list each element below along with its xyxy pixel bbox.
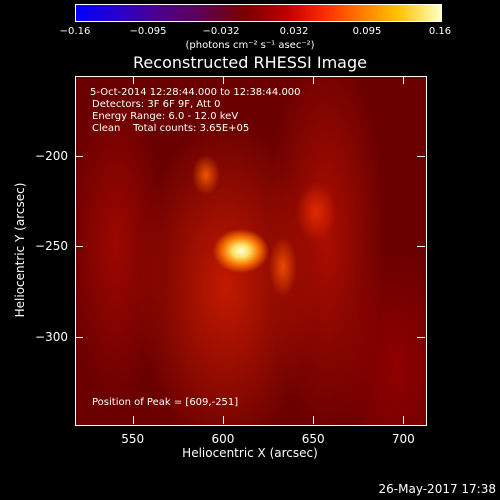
y-tick-label: −300 [35,330,68,344]
y-tick-mark [75,337,83,338]
y-tick-label: −200 [35,148,68,163]
colorbar-tick-label: −0.032 [202,26,240,37]
x-tick-mark [132,76,134,84]
colorbar-tick-label: 0.095 [352,26,382,37]
info-time: 5-Oct-2014 12:28:44.000 to 12:38:44.000 [90,87,301,98]
y-tick-mark [75,246,83,248]
x-tick-mark [403,416,405,424]
source-point [239,248,241,250]
date-stamp: 26-May-2017 17:38 [378,482,496,496]
colorbar-tick-label: −0.095 [129,26,167,37]
colorbar-tick-label: 0.16 [428,26,452,37]
source-point [281,265,283,267]
heatmap-image: 5-Oct-2014 12:28:44.000 to 12:38:44.000 … [75,76,427,426]
colorbar-tick-label: 0.032 [279,26,309,37]
info-peak: Position of Peak = [609,-251] [92,397,239,408]
info-clean: Clean Total counts: 3.65E+05 [92,123,250,134]
x-tick-mark [313,416,315,424]
x-tick-label: 550 [121,432,145,446]
colorbar-unit: (photons cm⁻² s⁻¹ asec⁻²) [185,40,315,51]
y-tick-mark [417,246,425,248]
x-tick-mark [313,76,315,84]
y-tick-mark [75,155,83,157]
source-point [313,214,315,216]
x-tick-mark [403,76,405,84]
x-tick-label: 600 [211,432,235,446]
chart-title: Reconstructed RHESSI Image [133,53,367,72]
y-tick-mark [417,337,425,338]
colorbar-tick-label: −0.16 [59,26,91,37]
y-axis-label: Heliocentric Y (arcsec) [13,182,27,318]
info-detectors: Detectors: 3F 6F 9F, Att 0 [92,99,221,110]
x-tick-mark [132,416,134,424]
x-tick-label: 650 [301,432,325,446]
info-energy: Energy Range: 6.0 - 12.0 keV [92,111,239,122]
colorbar [75,4,442,22]
x-tick-mark [222,416,224,424]
x-tick-mark [222,76,224,84]
x-tick-label: 700 [391,432,415,446]
y-tick-mark [417,155,425,157]
x-axis-label: Heliocentric X (arcsec) [182,446,318,460]
y-tick-label: −250 [35,239,68,254]
source-point [205,168,207,170]
